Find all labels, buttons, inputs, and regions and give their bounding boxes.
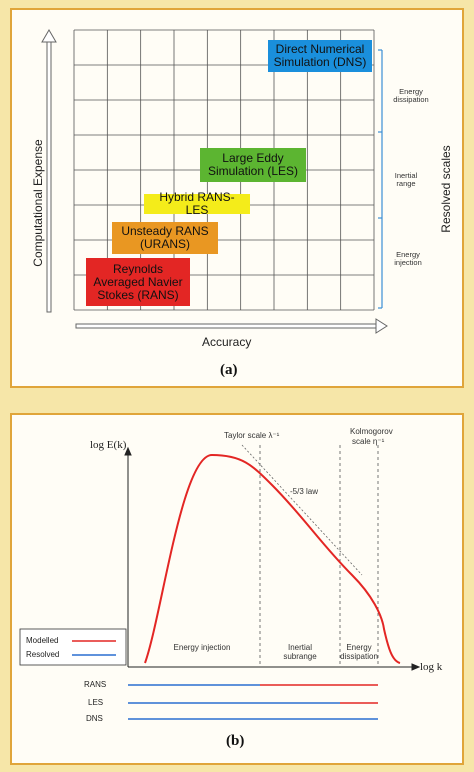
kolmogorov-label-1: Kolmogorov [350, 427, 393, 436]
slope-label: -5/3 law [290, 487, 319, 496]
legend-modelled: Modelled [26, 636, 59, 645]
legend-resolved: Resolved [26, 650, 60, 659]
y-axis-arrow [41, 29, 57, 313]
scale-dividers [259, 445, 379, 667]
panel-b: log E(k) log k Taylor scale λ⁻¹ Kolmogor… [10, 413, 464, 765]
method-rans: RANS [84, 680, 107, 689]
spectrum-axes [124, 446, 421, 671]
grid [73, 29, 375, 311]
scale-label-inertial: Inertial range [394, 171, 418, 188]
y-axis-label-b: log E(k) [90, 439, 127, 451]
region-dissipation: Energy dissipation [340, 643, 378, 661]
slope-line [241, 444, 363, 576]
x-axis-label-b: log k [420, 661, 443, 673]
y-axis-label: Computational Expense [31, 139, 45, 267]
method-les: LES [88, 698, 104, 707]
method-dns: DNS [86, 714, 103, 723]
x-axis-label: Accuracy [202, 335, 252, 349]
scale-label-injection: Energy injection [394, 250, 422, 267]
urans-box: Unsteady RANS (URANS) [112, 222, 218, 254]
kolmogorov-label-2: scale η⁻¹ [352, 437, 385, 446]
legend [19, 628, 127, 666]
panel-a-label: (a) [220, 362, 238, 378]
region-injection: Energy injection [173, 643, 231, 652]
panel-a-graphics [41, 29, 388, 334]
les-box: Large Eddy Simulation (LES) [200, 148, 306, 182]
taylor-label: Taylor scale λ⁻¹ [224, 431, 280, 440]
method-bars [128, 684, 378, 720]
panel-a: Computational Expense Accuracy Resolved … [10, 8, 464, 388]
scale-label-dissipation: Energy dissipation [393, 87, 429, 104]
x-axis-arrow [75, 318, 388, 334]
resolved-scales-bracket [378, 49, 383, 309]
hybrid-box: Hybrid RANS-LES [144, 191, 250, 217]
dns-box: Direct Numerical Simulation (DNS) [268, 40, 372, 72]
panel-b-graphics [19, 444, 421, 720]
right-axis-label: Resolved scales [439, 145, 453, 233]
energy-spectrum-curve [144, 453, 401, 664]
rans-box: Reynolds Averaged Navier Stokes (RANS) [86, 258, 190, 306]
panel-b-label: (b) [226, 733, 245, 749]
region-inertial: Inertial subrange [283, 643, 317, 661]
